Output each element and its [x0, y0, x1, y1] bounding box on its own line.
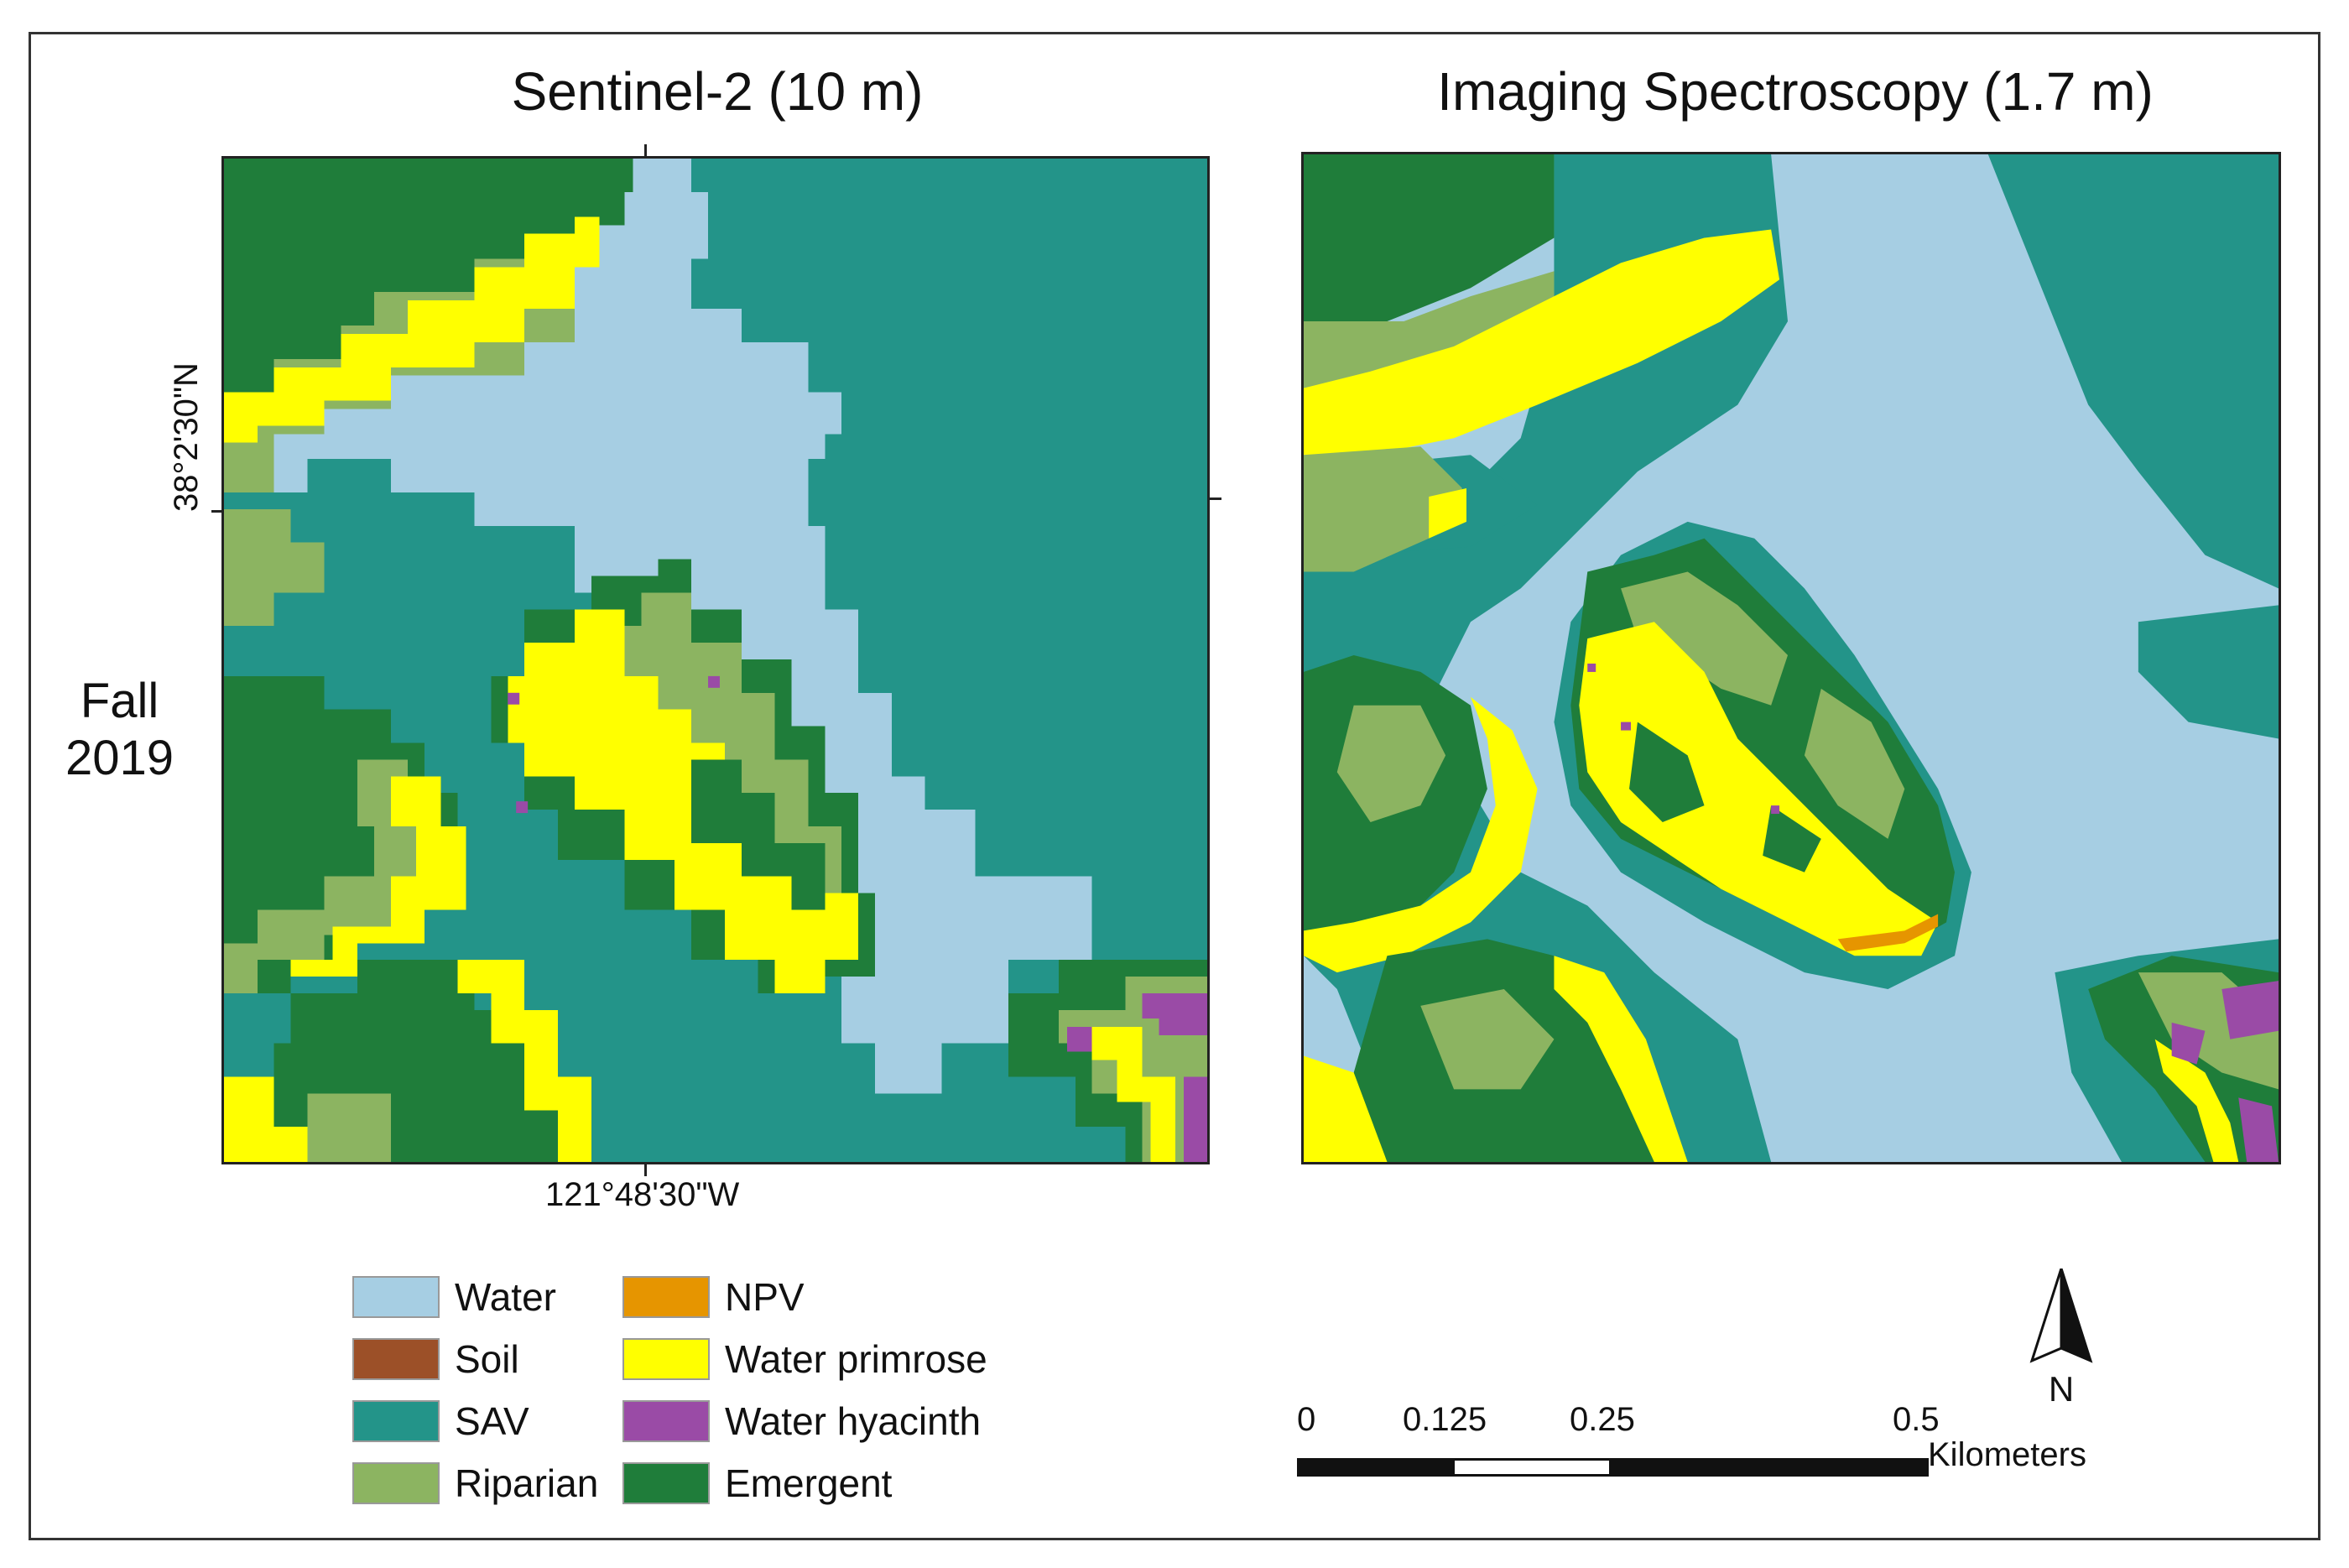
scale-tick-05: 0.5 — [1893, 1401, 1940, 1438]
legend-swatch-emergent — [622, 1462, 710, 1504]
scale-bar: 0 0.125 0.25 0.5 Kilometers — [1297, 1401, 2119, 1502]
latitude-tick-right — [1210, 497, 1221, 500]
legend-label-riparian: Riparian — [455, 1461, 599, 1505]
spectroscopy-map — [1304, 154, 2279, 1162]
legend-swatch-water-hyacinth — [622, 1400, 710, 1442]
legend-item-riparian: Riparian — [352, 1460, 598, 1507]
sentinel-map — [224, 159, 1207, 1162]
legend-label-water-primrose: Water primrose — [725, 1337, 987, 1381]
sentinel-panel-title: Sentinel-2 (10 m) — [511, 61, 924, 122]
north-label: N — [2049, 1369, 2074, 1409]
legend-swatch-sav — [352, 1400, 440, 1442]
spectroscopy-map-panel — [1301, 152, 2281, 1164]
map-legend: Water Soil SAV Riparian NPV Water primro… — [352, 1274, 1040, 1517]
scale-segment-1 — [1297, 1458, 1454, 1477]
legend-swatch-water — [352, 1276, 440, 1318]
season-label: Fall — [80, 674, 159, 728]
legend-item-emergent: Emergent — [622, 1460, 892, 1507]
legend-label-soil: Soil — [455, 1337, 519, 1381]
sentinel-map-panel — [221, 156, 1210, 1164]
legend-item-water: Water — [352, 1274, 556, 1321]
latitude-label: 38°2'30"N — [168, 362, 205, 512]
legend-label-emergent: Emergent — [725, 1461, 893, 1505]
spectroscopy-panel-title: Imaging Spectroscopy (1.7 m) — [1437, 61, 2154, 122]
longitude-label: 121°48'30"W — [545, 1176, 740, 1213]
legend-label-sav: SAV — [455, 1399, 529, 1443]
legend-label-water: Water — [455, 1275, 556, 1319]
legend-item-soil: Soil — [352, 1336, 519, 1383]
north-arrow-icon: N — [2029, 1268, 2093, 1409]
latitude-tick-left — [211, 510, 223, 513]
legend-item-water-primrose: Water primrose — [622, 1336, 987, 1383]
scale-tick-0: 0 — [1297, 1401, 1316, 1438]
legend-swatch-water-primrose — [622, 1338, 710, 1380]
legend-label-npv: NPV — [725, 1275, 805, 1319]
scale-segment-3 — [1610, 1458, 1929, 1477]
scale-segment-2 — [1452, 1458, 1612, 1477]
legend-label-water-hyacinth: Water hyacinth — [725, 1399, 982, 1443]
legend-swatch-riparian — [352, 1462, 440, 1504]
year-label: 2019 — [65, 731, 174, 785]
legend-swatch-soil — [352, 1338, 440, 1380]
legend-item-water-hyacinth: Water hyacinth — [622, 1398, 981, 1445]
scale-tick-0125: 0.125 — [1403, 1401, 1487, 1438]
north-arrow: N — [2023, 1268, 2099, 1411]
scale-unit-label: Kilometers — [1928, 1436, 2086, 1473]
longitude-tick-bottom — [644, 1164, 647, 1176]
scale-tick-025: 0.25 — [1570, 1401, 1635, 1438]
longitude-tick-top — [644, 144, 647, 158]
legend-item-npv: NPV — [622, 1274, 805, 1321]
figure-frame — [29, 32, 2320, 1540]
legend-item-sav: SAV — [352, 1398, 529, 1445]
legend-swatch-npv — [622, 1276, 710, 1318]
